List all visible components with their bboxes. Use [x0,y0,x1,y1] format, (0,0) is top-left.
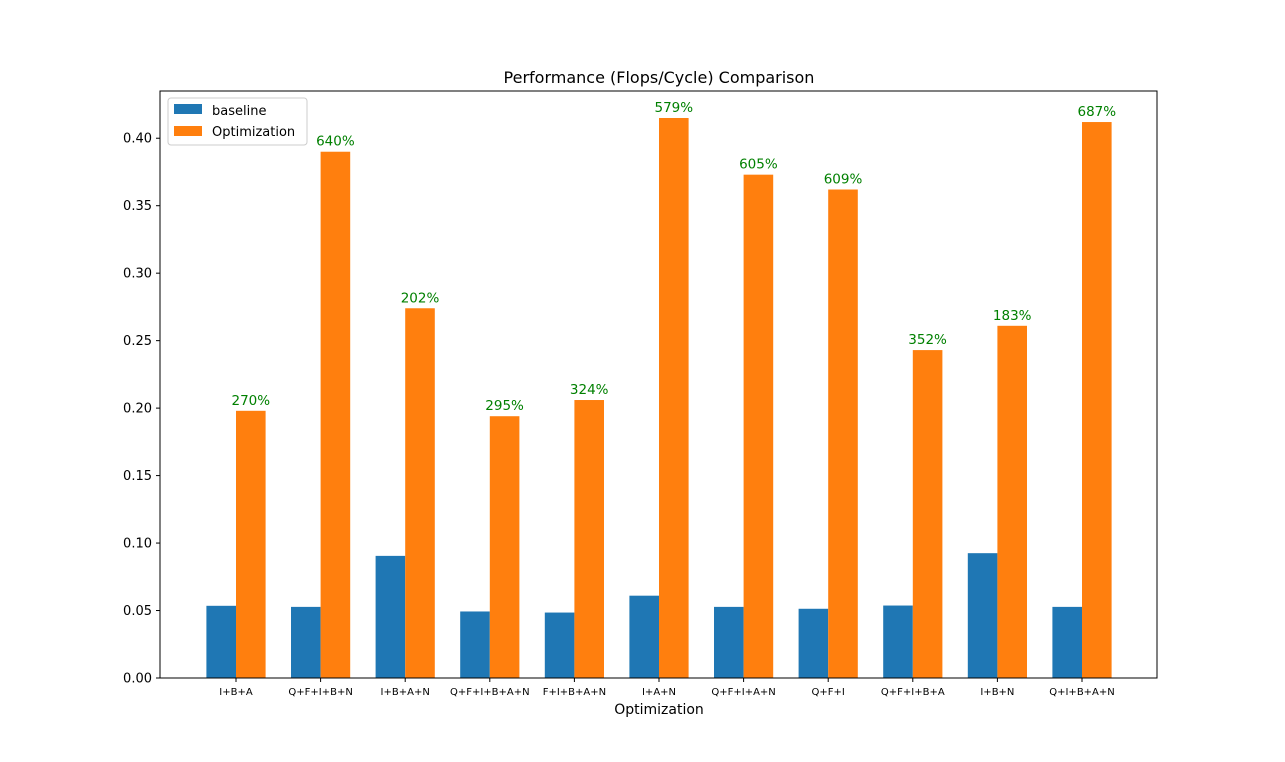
x-tick-label: F+I+B+A+N [543,687,606,698]
bar-baseline [544,612,575,678]
bar-annotation: 687% [1077,104,1116,120]
bars-layer [206,117,1112,679]
bar-optimization [405,308,435,678]
bar-baseline [1052,606,1082,678]
x-tick-label: I+B+A+N [381,687,430,698]
bar-baseline [714,606,744,678]
y-tick-label: 0.20 [123,402,152,417]
bar-annotation: 609% [824,172,863,188]
bar-optimization [997,325,1027,678]
x-tick-label: Q+F+I+B+A [881,687,945,698]
bar-optimization [659,117,689,678]
bar-baseline [375,555,406,678]
bar-baseline [291,606,321,678]
bar-optimization [489,416,520,678]
legend-swatch-baseline [174,104,202,114]
legend: baseline Optimization [167,97,308,146]
y-tick-label: 0.15 [123,469,152,484]
plot-frame [159,90,1158,679]
bar-optimization [912,350,943,678]
bar-annotation: 605% [739,157,778,173]
x-axis-label: Optimization [614,702,704,718]
y-axis: 0.00 0.05 0.10 0.15 0.20 0.25 0.30 0.35 0.40 [123,132,160,687]
x-tick-label: Q+I+B+A+N [1049,687,1115,698]
bar-optimization [743,174,774,678]
x-tick-label: I+B+A [219,687,253,698]
bar-annotation: 324% [570,382,609,398]
bar-baseline [206,605,236,678]
legend-swatch-optimization [174,126,202,136]
y-tick-label: 0.00 [123,672,152,687]
bar-baseline [629,595,659,678]
bar-baseline [798,608,829,678]
bar-annotation: 270% [231,393,270,409]
x-tick-label: Q+F+I+B+A+N [450,687,530,698]
bar-annotation: 202% [401,290,440,306]
bar-annotations: 270% 640% 202% 295% 324% 579% 605% 609% 352% 183%… [231,100,1116,414]
y-tick-label: 0.30 [123,267,152,282]
bar-optimization [1082,122,1112,678]
legend-label-baseline: baseline [212,104,266,119]
x-tick-label: I+A+N [642,687,676,698]
bar-annotation: 640% [316,134,355,150]
y-tick-label: 0.25 [123,334,152,349]
y-tick-label: 0.10 [123,537,152,552]
bar-annotation: 295% [485,398,524,414]
bar-optimization [828,189,858,678]
x-tick-label: Q+F+I+B+N [288,687,352,698]
x-tick-label: I+B+N [980,687,1014,698]
legend-box [167,97,308,146]
bar-annotation: 352% [908,332,947,348]
bar-baseline [460,611,490,678]
legend-label-optimization: Optimization [212,125,295,140]
x-axis: I+B+A Q+F+I+B+N I+B+A+N Q+F+I+B+A+N F+I+B+A+… [219,678,1115,698]
bar-optimization [320,151,351,679]
bar-optimization [574,400,604,678]
x-tick-label: Q+F+I+A+N [711,687,775,698]
bar-optimization [236,410,266,678]
y-tick-label: 0.35 [123,199,152,214]
x-tick-label: Q+F+I [812,687,845,698]
bar-annotation: 579% [654,100,693,116]
y-tick-label: 0.40 [123,132,152,147]
bar-baseline [967,553,998,678]
bar-baseline [883,605,913,678]
y-tick-label: 0.05 [123,604,152,619]
bar-annotation: 183% [993,308,1032,324]
chart-title: Performance (Flops/Cycle) Comparison [504,68,815,87]
